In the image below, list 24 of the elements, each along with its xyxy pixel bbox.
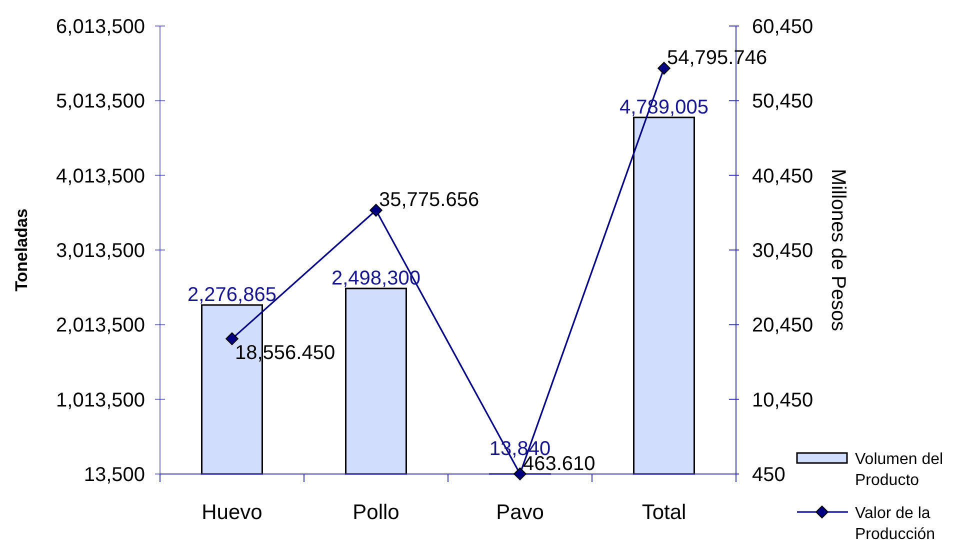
y2-tick-label: 50,450 — [752, 90, 814, 113]
y2-tick-label: 450 — [752, 464, 786, 486]
y2-tick-label: 60,450 — [752, 16, 814, 38]
x-tick-label: Pavo — [496, 501, 544, 524]
y2-axis-title: Millones de Pesos — [827, 168, 849, 332]
y2-tick-label: 10,450 — [752, 389, 814, 412]
x-tick-label: Total — [642, 501, 686, 524]
y-tick-label: 1,013,500 — [56, 389, 145, 412]
y-tick-label: 6,013,500 — [56, 16, 145, 38]
legend-label: Valor de la Producción — [855, 505, 936, 543]
y2-tick-label: 30,450 — [752, 240, 814, 262]
y-tick-label: 5,013,500 — [56, 90, 145, 113]
y2-tick-label: 20,450 — [752, 314, 814, 337]
data-label: 2,276,865 — [188, 284, 276, 306]
x-tick-label: Pollo — [352, 501, 400, 524]
data-label: 35,775.656 — [379, 189, 480, 212]
y-tick-label: 13,500 — [84, 464, 145, 486]
x-tick-label: Huevo — [202, 501, 262, 524]
y-tick-label: 3,013,500 — [56, 240, 145, 262]
legend-label: Volumen del Producto — [855, 451, 944, 489]
y2-tick-label: 40,450 — [752, 165, 814, 188]
y-tick-label: 2,013,500 — [56, 314, 145, 337]
y-axis-title: Toneladas — [12, 208, 31, 292]
y-tick-label: 4,013,500 — [56, 165, 145, 188]
